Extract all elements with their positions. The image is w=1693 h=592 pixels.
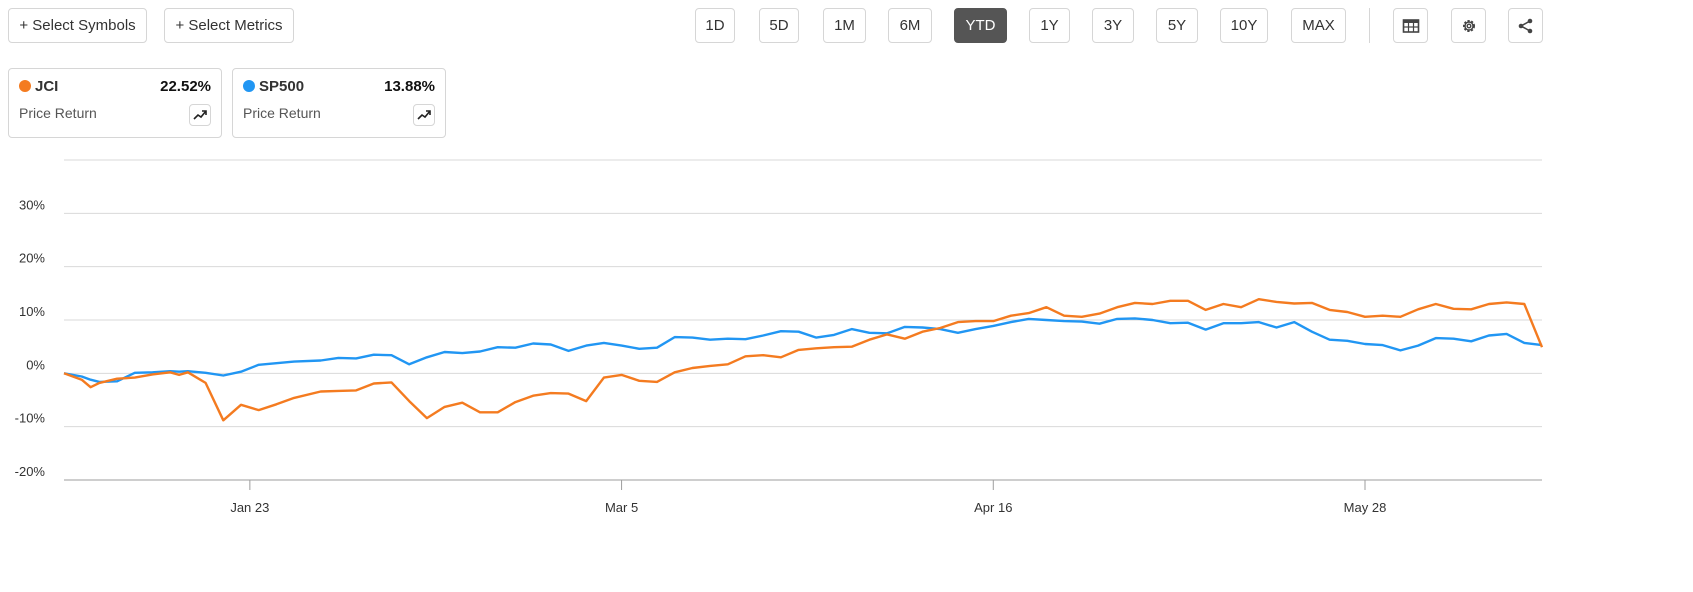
range-6m-button[interactable]: 6M — [888, 8, 932, 43]
series-color-dot — [19, 80, 31, 92]
trend-toggle-button[interactable] — [189, 104, 211, 126]
range-1m-button[interactable]: 1M — [823, 8, 866, 43]
y-tick-label: 30% — [19, 197, 45, 212]
select-metrics-button[interactable]: + Select Metrics — [164, 8, 294, 43]
legend-metric: Price Return — [243, 105, 321, 121]
trending-up-icon — [417, 110, 431, 120]
table-view-button[interactable] — [1393, 8, 1428, 43]
gear-icon — [1462, 19, 1475, 32]
x-tick-label: Apr 16 — [974, 500, 1012, 515]
toolbar-divider — [1369, 8, 1370, 43]
grid-lines — [64, 159, 1542, 481]
y-tick-label: -10% — [15, 411, 46, 426]
settings-button[interactable] — [1451, 8, 1486, 43]
range-3y-button[interactable]: 3Y — [1092, 8, 1134, 43]
legend-metric: Price Return — [19, 105, 97, 121]
share-icon — [1518, 18, 1532, 33]
y-axis: -20% -10% 0% 10% 20% 30% — [15, 197, 46, 479]
x-tick-label: Mar 5 — [605, 500, 638, 515]
trend-toggle-button[interactable] — [413, 104, 435, 126]
x-tick-label: May 28 — [1344, 500, 1387, 515]
legend-value: 13.88% — [384, 78, 435, 95]
series-line-jci — [63, 297, 1544, 422]
range-5d-button[interactable]: 5D — [759, 8, 799, 43]
table-icon — [1402, 18, 1419, 33]
series-color-dot — [243, 80, 255, 92]
legend-card-jci[interactable]: JCI 22.52% Price Return — [8, 68, 222, 138]
legend-value: 22.52% — [160, 78, 211, 95]
range-10y-button[interactable]: 10Y — [1220, 8, 1268, 43]
series-line-sp500 — [63, 317, 1543, 384]
range-1d-button[interactable]: 1D — [695, 8, 735, 43]
range-1y-button[interactable]: 1Y — [1029, 8, 1070, 43]
y-tick-label: 0% — [26, 357, 45, 372]
x-tick-label: Jan 23 — [230, 500, 269, 515]
x-axis: Jan 23 Mar 5 Apr 16 May 28 — [230, 480, 1386, 515]
line-chart[interactable]: -20% -10% 0% 10% 20% 30% Jan 23 Mar 5 Apr 16 May… — [0, 150, 1693, 592]
y-tick-label: 10% — [19, 304, 45, 319]
range-max-button[interactable]: MAX — [1291, 8, 1346, 43]
trending-up-icon — [193, 110, 207, 120]
range-5y-button[interactable]: 5Y — [1156, 8, 1198, 43]
legend-card-sp500[interactable]: SP500 13.88% Price Return — [232, 68, 446, 138]
legend-symbol: JCI — [35, 78, 59, 95]
share-button[interactable] — [1508, 8, 1543, 43]
legend-symbol: SP500 — [259, 78, 305, 95]
y-tick-label: -20% — [15, 464, 46, 479]
range-ytd-button[interactable]: YTD — [954, 8, 1007, 43]
y-tick-label: 20% — [19, 251, 45, 266]
select-symbols-button[interactable]: + Select Symbols — [8, 8, 147, 43]
series-lines — [63, 297, 1544, 422]
